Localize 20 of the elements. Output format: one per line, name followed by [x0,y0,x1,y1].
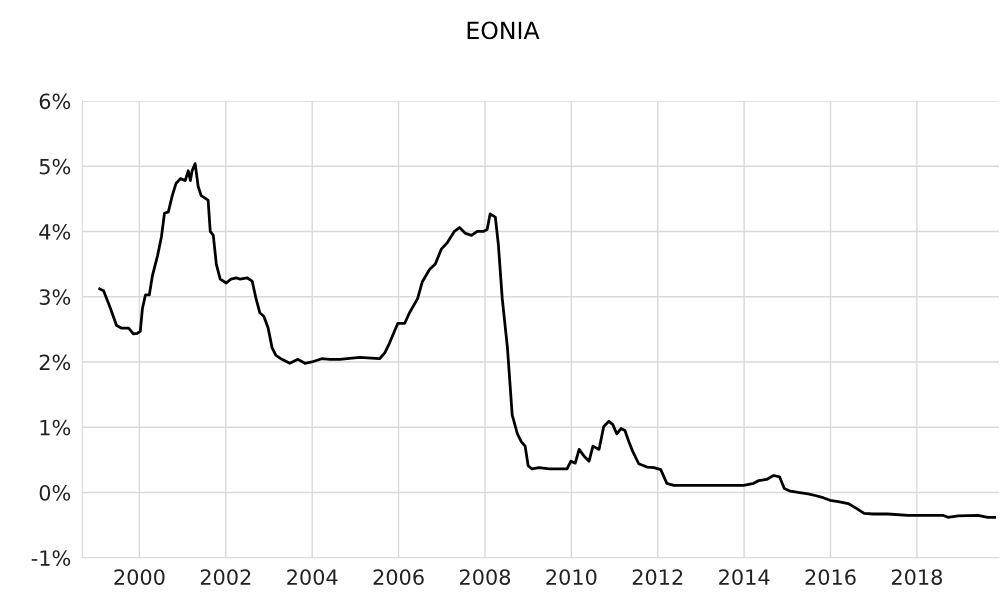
x-tick-label: 2008 [459,569,511,585]
x-tick-label: 2010 [546,569,597,585]
y-tick-label: 5% [39,158,71,175]
line-series [98,162,997,519]
y-tick-label: -1% [31,550,71,566]
y-tick-label: 4% [39,223,71,240]
chart-title: EONIA [467,21,540,40]
y-tick-label: 3% [39,289,71,305]
y-tick-label: 6% [39,93,71,110]
x-tick-label: 2000 [114,569,165,585]
x-tick-label: 2014 [719,569,770,585]
x-tick-label: 2012 [632,569,683,585]
x-tick-label: 2016 [805,569,856,585]
x-tick-label: 2006 [373,569,424,585]
y-tick-label: 1% [40,419,71,436]
y-tick-label: 0% [39,484,71,501]
x-tick-label: 2018 [891,569,942,585]
x-tick-label: 2002 [200,569,251,585]
y-tick-label: 2% [39,354,71,371]
x-tick-label: 2004 [287,569,338,585]
